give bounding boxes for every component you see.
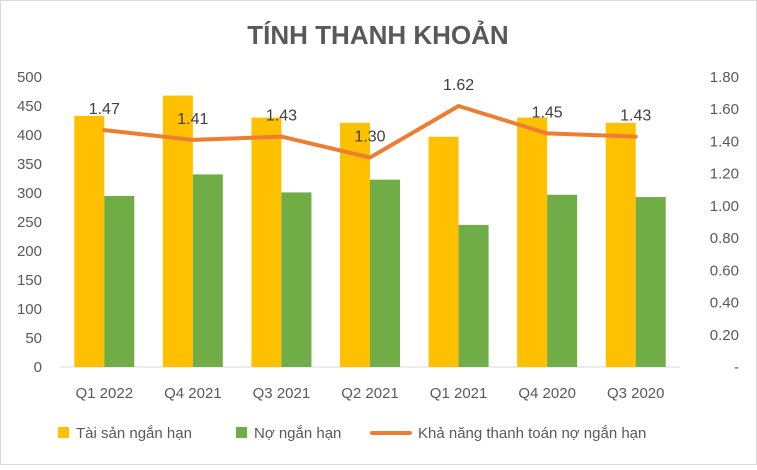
bar	[74, 115, 105, 367]
bar	[281, 192, 312, 367]
bar	[547, 194, 578, 367]
y-tick-label: 450	[17, 98, 42, 115]
legend-item: Tài sản ngắn hạn	[58, 425, 192, 442]
y-axis-right: - 0.20 0.40 0.60 0.80 1.00 1.20 1.40 1.60 1.80	[710, 69, 739, 376]
bar	[428, 136, 459, 367]
y2-tick-label: -	[734, 359, 739, 376]
y2-tick-label: 0.20	[710, 327, 739, 344]
y2-tick-label: 0.40	[710, 295, 739, 312]
legend-swatch	[58, 427, 69, 438]
line-series: 1.47 1.41 1.43 1.30 1.62 1.45 1.43	[89, 77, 651, 160]
y2-tick-label: 1.20	[710, 166, 739, 183]
y2-tick-label: 1.40	[710, 133, 739, 150]
bar	[340, 122, 370, 367]
y-tick-label: 500	[17, 69, 42, 86]
y-tick-label: 250	[17, 214, 42, 231]
data-label: 1.30	[354, 129, 385, 146]
legend-item: Khả năng thanh toán nợ ngắn hạn	[370, 425, 646, 442]
y-axis-left: 0 50 100 150 200 250 300 350 400 450 500	[17, 69, 42, 376]
y2-tick-label: 1.60	[710, 101, 739, 118]
bar	[517, 117, 548, 367]
bar-series	[74, 95, 666, 367]
data-label: 1.43	[266, 108, 297, 125]
y2-tick-label: 0.80	[710, 230, 739, 247]
data-label: 1.41	[177, 111, 208, 128]
y2-tick-label: 1.00	[710, 198, 739, 215]
legend-label: Khả năng thanh toán nợ ngắn hạn	[418, 425, 646, 442]
y2-tick-label: 1.80	[710, 69, 739, 86]
bar	[192, 174, 223, 367]
y-tick-label: 200	[17, 243, 42, 260]
bar	[458, 224, 489, 367]
bar	[370, 179, 400, 367]
y-tick-label: 350	[17, 156, 42, 173]
y-tick-label: 300	[17, 185, 42, 202]
y-tick-label: 150	[17, 272, 42, 289]
legend-swatch	[236, 427, 247, 438]
x-tick-label: Q4 2020	[518, 385, 576, 402]
legend-item: Nợ ngắn hạn	[236, 425, 341, 442]
y-tick-label: 400	[17, 127, 42, 144]
legend-label: Nợ ngắn hạn	[254, 425, 341, 442]
x-tick-label: Q3 2020	[607, 385, 665, 402]
x-tick-label: Q1 2021	[430, 385, 488, 402]
chart-title: TÍNH THANH KHOẢN	[247, 20, 508, 50]
x-tick-label: Q1 2022	[76, 385, 134, 402]
legend-label: Tài sản ngắn hạn	[76, 425, 192, 442]
data-label: 1.45	[532, 104, 563, 121]
data-label: 1.47	[89, 101, 120, 118]
bar	[635, 197, 666, 367]
x-tick-label: Q2 2021	[341, 385, 399, 402]
line-path	[102, 104, 638, 160]
bar	[251, 117, 282, 367]
legend: Tài sản ngắn hạn Nợ ngắn hạn Khả năng than…	[58, 425, 646, 442]
data-label: 1.62	[443, 77, 474, 94]
data-label: 1.43	[620, 108, 651, 125]
y-tick-label: 100	[17, 301, 42, 318]
x-axis-categories: Q1 2022 Q4 2021 Q3 2021 Q2 2021 Q1 2021 Q4 20…	[76, 385, 665, 402]
y2-tick-label: 0.60	[710, 262, 739, 279]
y-tick-label: 0	[34, 359, 42, 376]
x-tick-label: Q3 2021	[253, 385, 311, 402]
bar	[104, 195, 135, 367]
y-tick-label: 50	[25, 330, 42, 347]
bar	[605, 122, 636, 367]
x-tick-label: Q4 2021	[164, 385, 222, 402]
